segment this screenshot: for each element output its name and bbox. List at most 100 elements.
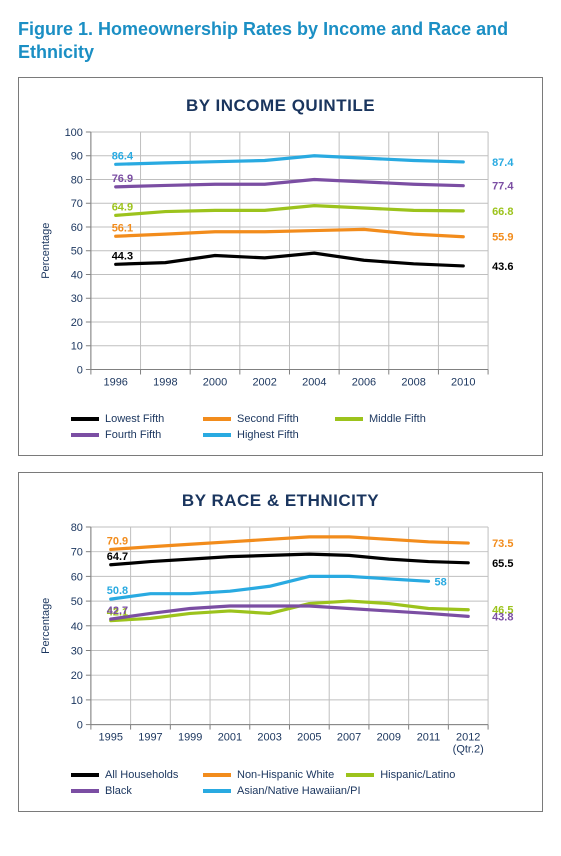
svg-text:1996: 1996 <box>104 376 128 388</box>
legend-swatch <box>71 417 99 421</box>
chart2-svg: 0 10 20 30 40 50 60 70 80 1995 1997 1999 2001 2003 200… <box>31 521 530 761</box>
legend-swatch <box>346 773 374 777</box>
legend-row: All Households Non-Hispanic White Hispanic… <box>31 769 530 785</box>
svg-text:2003: 2003 <box>257 732 281 744</box>
svg-text:70: 70 <box>71 198 83 210</box>
legend-label: Second Fifth <box>237 413 299 425</box>
legend-label: All Households <box>105 769 178 781</box>
legend-label: Non-Hispanic White <box>237 769 334 781</box>
svg-text:10: 10 <box>71 341 83 353</box>
legend-swatch <box>71 789 99 793</box>
svg-text:0: 0 <box>77 720 83 732</box>
svg-text:60: 60 <box>71 222 83 234</box>
svg-text:56.1: 56.1 <box>112 222 133 234</box>
svg-text:44.3: 44.3 <box>112 250 133 262</box>
chart-panel-race: BY RACE & ETHNICITY 0 10 20 30 40 50 60 70 80 199… <box>18 472 543 812</box>
svg-text:100: 100 <box>65 127 83 139</box>
legend-swatch <box>203 433 231 437</box>
legend-item: Middle Fifth <box>335 413 455 425</box>
svg-text:42.7: 42.7 <box>107 606 128 618</box>
svg-text:60: 60 <box>71 572 83 584</box>
svg-text:30: 30 <box>71 646 83 658</box>
svg-text:90: 90 <box>71 151 83 163</box>
svg-text:40: 40 <box>71 269 83 281</box>
svg-text:(Qtr.2): (Qtr.2) <box>453 744 484 756</box>
legend-item: Fourth Fifth <box>71 429 191 441</box>
svg-text:2009: 2009 <box>377 732 401 744</box>
svg-text:55.9: 55.9 <box>492 232 513 244</box>
svg-text:50: 50 <box>71 597 83 609</box>
svg-text:2000: 2000 <box>203 376 227 388</box>
svg-text:80: 80 <box>71 522 83 534</box>
svg-text:30: 30 <box>71 293 83 305</box>
svg-text:2011: 2011 <box>417 732 441 744</box>
legend-item: Second Fifth <box>203 413 323 425</box>
chart1-svg: 0 10 20 30 40 50 60 70 80 90 100 1996 1998 2000 2002 20… <box>31 126 530 405</box>
svg-text:70: 70 <box>71 547 83 559</box>
svg-text:43.6: 43.6 <box>492 261 513 273</box>
svg-text:2012: 2012 <box>456 732 480 744</box>
svg-text:80: 80 <box>71 174 83 186</box>
svg-text:2007: 2007 <box>337 732 361 744</box>
svg-text:1999: 1999 <box>178 732 202 744</box>
svg-text:20: 20 <box>71 317 83 329</box>
legend-label: Black <box>105 785 132 797</box>
svg-text:58: 58 <box>434 577 446 589</box>
svg-text:0: 0 <box>77 365 83 377</box>
svg-text:1997: 1997 <box>138 732 162 744</box>
legend-item: All Households <box>71 769 191 781</box>
legend-row: Fourth Fifth Highest Fifth <box>31 429 530 445</box>
svg-text:20: 20 <box>71 671 83 683</box>
svg-text:86.4: 86.4 <box>112 150 134 162</box>
legend-row: Black Asian/Native Hawaiian/PI <box>31 785 530 801</box>
svg-text:2008: 2008 <box>401 376 425 388</box>
legend-swatch <box>203 789 231 793</box>
svg-text:Percentage: Percentage <box>40 598 52 654</box>
svg-text:2002: 2002 <box>252 376 276 388</box>
legend-label: Fourth Fifth <box>105 429 161 441</box>
svg-text:70.9: 70.9 <box>107 536 128 548</box>
legend-swatch <box>71 773 99 777</box>
svg-text:40: 40 <box>71 621 83 633</box>
legend-item: Hispanic/Latino <box>346 769 466 781</box>
legend-item: Highest Fifth <box>203 429 323 441</box>
svg-text:66.8: 66.8 <box>492 206 513 218</box>
svg-text:64.9: 64.9 <box>112 201 133 213</box>
chart2-title: BY RACE & ETHNICITY <box>31 491 530 511</box>
legend-item: Asian/Native Hawaiian/PI <box>203 785 361 797</box>
svg-text:65.5: 65.5 <box>492 558 513 570</box>
svg-text:2001: 2001 <box>218 732 242 744</box>
figure-title: Figure 1. Homeownership Rates by Income … <box>18 18 543 63</box>
chart2-legend: All Households Non-Hispanic White Hispanic… <box>31 769 530 801</box>
svg-text:50.8: 50.8 <box>107 586 128 598</box>
svg-text:77.4: 77.4 <box>492 181 514 193</box>
svg-text:43.8: 43.8 <box>492 612 513 624</box>
legend-swatch <box>71 433 99 437</box>
svg-text:76.9: 76.9 <box>112 173 133 185</box>
legend-label: Lowest Fifth <box>105 413 164 425</box>
chart1-title: BY INCOME QUINTILE <box>31 96 530 116</box>
svg-text:73.5: 73.5 <box>492 538 513 550</box>
svg-text:Percentage: Percentage <box>40 223 52 279</box>
legend-label: Hispanic/Latino <box>380 769 455 781</box>
legend-swatch <box>203 417 231 421</box>
svg-text:64.7: 64.7 <box>107 551 128 563</box>
svg-text:2004: 2004 <box>302 376 326 388</box>
legend-label: Asian/Native Hawaiian/PI <box>237 785 361 797</box>
legend-row: Lowest Fifth Second Fifth Middle Fifth <box>31 413 530 429</box>
svg-text:1995: 1995 <box>99 732 123 744</box>
svg-text:1998: 1998 <box>153 376 177 388</box>
legend-label: Middle Fifth <box>369 413 426 425</box>
svg-text:50: 50 <box>71 246 83 258</box>
svg-text:2006: 2006 <box>352 376 376 388</box>
svg-text:87.4: 87.4 <box>492 157 514 169</box>
legend-label: Highest Fifth <box>237 429 299 441</box>
chart-panel-income: BY INCOME QUINTILE 0 10 20 30 40 50 60 70 80 90 10… <box>18 77 543 456</box>
legend-item: Black <box>71 785 191 797</box>
legend-item: Non-Hispanic White <box>203 769 334 781</box>
svg-text:10: 10 <box>71 695 83 707</box>
svg-text:2005: 2005 <box>297 732 321 744</box>
chart1-legend: Lowest Fifth Second Fifth Middle Fifth Four… <box>31 413 530 445</box>
legend-swatch <box>335 417 363 421</box>
legend-item: Lowest Fifth <box>71 413 191 425</box>
